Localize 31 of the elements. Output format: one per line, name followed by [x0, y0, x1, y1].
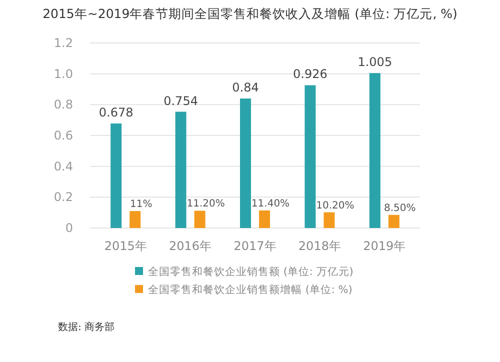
y-tick-label: 0.2 [54, 190, 73, 204]
x-tick-label: 2018年 [298, 239, 341, 253]
legend-label: 全国零售和餐饮企业销售额增幅 (单位: %) [148, 283, 352, 296]
data-label: 8.50% [384, 202, 416, 214]
x-tick-label: 2017年 [234, 239, 276, 253]
data-label: 0.926 [293, 67, 328, 82]
x-tick-label: 2019年 [363, 239, 406, 253]
bar [110, 123, 122, 228]
chart-title: 2015年~2019年春节期间全国零售和餐饮收入及增幅 (单位: 万亿元, %) [42, 6, 458, 21]
data-label: 11.20% [186, 198, 225, 210]
bar [240, 98, 251, 228]
data-label: 11% [130, 199, 152, 210]
x-tick-label: 2015年 [104, 239, 147, 253]
y-tick-label: 1.2 [54, 36, 73, 50]
bar [175, 112, 186, 228]
y-tick-label: 0.6 [54, 128, 73, 142]
text: 数据: 商务部 [58, 321, 115, 333]
bar [304, 85, 316, 228]
y-tick-label: 0.4 [54, 159, 73, 174]
data-label: 0.84 [232, 80, 259, 94]
y-tick-label: 0 [65, 221, 73, 235]
data-label: 1.005 [358, 55, 392, 70]
bar [369, 73, 380, 228]
legend-label: 全国零售和餐饮企业销售额 (单位: 万亿元) [148, 265, 354, 278]
x-tick-label: 2016年 [169, 239, 212, 253]
data-label: 0.754 [164, 94, 198, 108]
data-label: 10.20% [316, 200, 354, 212]
data-label: 11.40% [251, 198, 290, 210]
y-tick-label: 0.8 [54, 98, 73, 112]
y-tick-label: 1.0 [54, 66, 73, 81]
data-label: 0.678 [98, 105, 134, 120]
